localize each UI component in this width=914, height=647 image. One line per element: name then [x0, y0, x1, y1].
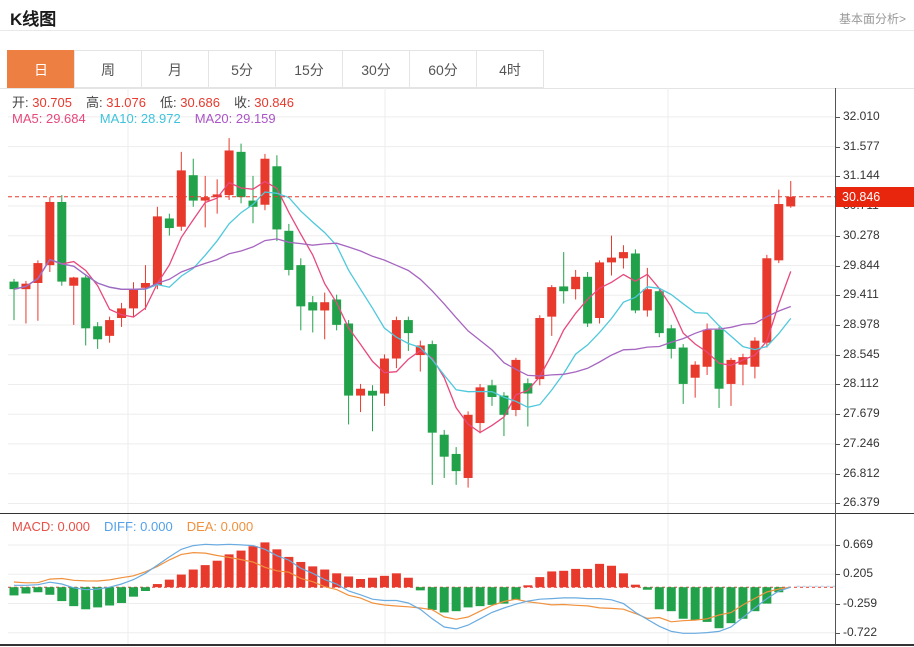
macd-tick: -0.722 — [836, 625, 877, 639]
ohlc-close: 收: 30.846 — [234, 95, 294, 110]
candlestick-chart-canvas[interactable] — [8, 88, 835, 513]
tab-5min[interactable]: 5分 — [208, 50, 276, 88]
header-divider — [0, 30, 914, 31]
price-tick: 32.010 — [836, 109, 880, 123]
tab-4hour[interactable]: 4时 — [476, 50, 544, 88]
macd-axis: 0.669 0.205 -0.259 -0.722 — [836, 514, 914, 644]
macd-chart-canvas[interactable] — [8, 514, 835, 644]
price-tick: 28.978 — [836, 317, 880, 331]
tab-60min[interactable]: 60分 — [409, 50, 477, 88]
macd-diff: DIFF: 0.000 — [104, 519, 173, 534]
bottom-border — [0, 644, 914, 646]
timeframe-tabs: 日周月 5分 15分 30分 60分 4时 — [7, 50, 544, 88]
tab-30min[interactable]: 30分 — [342, 50, 410, 88]
chart-top-border — [0, 88, 914, 89]
ohlc-open: 开: 30.705 — [12, 95, 72, 110]
panel-divider — [0, 513, 914, 514]
fundamental-analysis-link[interactable]: 基本面分析> — [838, 12, 906, 26]
price-tick: 28.545 — [836, 347, 880, 361]
price-tick: 31.144 — [836, 168, 880, 182]
macd-tick: 0.669 — [836, 537, 873, 551]
ohlc-low: 低: 30.686 — [160, 95, 220, 110]
macd-tick: -0.259 — [836, 596, 877, 610]
macd-dea: DEA: 0.000 — [186, 519, 254, 534]
tab-15min[interactable]: 15分 — [275, 50, 343, 88]
ma-ma20: MA20: 29.159 — [194, 111, 276, 126]
ma-ma10: MA10: 28.972 — [99, 111, 181, 126]
price-tick: 26.812 — [836, 466, 880, 480]
price-tick: 30.278 — [836, 228, 880, 242]
price-tick: 28.112 — [836, 376, 879, 390]
price-tick: 26.379 — [836, 495, 880, 509]
page-title: K线图 — [10, 10, 57, 29]
ma-legend: MA5: 29.684 MA10: 28.972 MA20: 29.159 — [12, 111, 290, 126]
macd-tick: 0.205 — [836, 566, 873, 580]
price-tick: 27.246 — [836, 436, 880, 450]
macd-legend: MACD: 0.000 DIFF: 0.000 DEA: 0.000 — [12, 519, 267, 534]
tab-month[interactable]: 月 — [141, 50, 209, 88]
ma-ma5: MA5: 29.684 — [12, 111, 86, 126]
price-tick: 29.844 — [836, 258, 880, 272]
tab-week[interactable]: 周 — [74, 50, 142, 88]
axis-line — [835, 88, 836, 646]
ohlc-high: 高: 31.076 — [86, 95, 146, 110]
price-axis: 32.01031.57731.14430.71130.27829.84429.4… — [836, 88, 914, 513]
price-tick: 29.411 — [836, 287, 879, 301]
price-tick: 27.679 — [836, 406, 880, 420]
current-price-tag: 30.846 — [836, 186, 914, 207]
macd-macd: MACD: 0.000 — [12, 519, 91, 534]
ohlc-legend: 开: 30.705 高: 31.076 低: 30.686 收: 30.846 — [12, 92, 308, 111]
tab-day[interactable]: 日 — [7, 50, 75, 88]
price-tick: 31.577 — [836, 139, 880, 153]
